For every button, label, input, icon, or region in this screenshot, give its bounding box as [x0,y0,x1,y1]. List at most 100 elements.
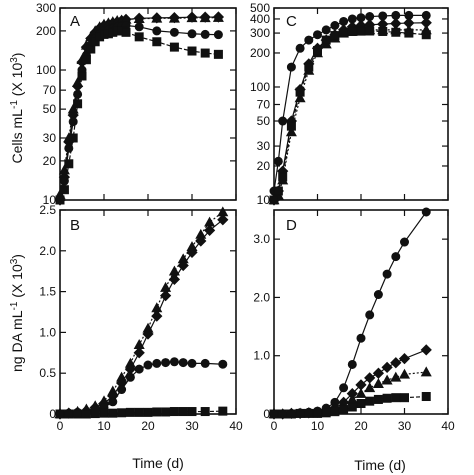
data-point-square [312,46,322,56]
data-point-triangle [346,393,358,404]
data-point-triangle [58,164,70,175]
data-point-square [391,393,401,403]
data-point-circle [134,364,144,374]
data-point-square [347,26,357,36]
data-point-circle [152,358,162,368]
y-tick-label: 300 [250,26,270,40]
x-axis-title-left: Time (d) [132,455,184,471]
data-point-triangle [199,12,211,23]
data-point-square [304,62,314,72]
data-point-square [399,393,409,403]
data-point-square [421,30,431,40]
data-point-diamond [195,235,207,247]
y-tick-label: 1.0 [39,325,56,339]
data-point-diamond [390,357,402,369]
panel-letter: B [70,217,80,234]
series-square [55,406,228,419]
data-point-circle [73,89,83,99]
y-tick-label: 50 [257,114,271,128]
data-point-circle [187,29,197,39]
data-point-square [321,35,331,45]
data-point-square [382,393,392,403]
data-point-square [378,26,388,36]
data-point-circle [321,25,331,35]
y-tick-label: 1.0 [253,349,270,363]
data-point-diamond [372,367,385,379]
data-point-square [169,407,179,417]
series-diamond [54,214,229,420]
data-point-square [55,195,65,205]
panel-d: D 0 1.0 2.0 3.0 0 10 20 30 40 [253,207,455,433]
data-point-diamond [381,361,393,373]
series-square [269,392,431,419]
data-point-square [200,48,210,58]
data-point-square [356,399,366,409]
data-point-square [121,27,131,37]
data-point-square [187,407,197,417]
data-point-square [152,37,162,47]
y-tick-label: 30 [43,131,57,145]
plot-frame [59,7,237,201]
y-tick-label: 1.5 [39,285,56,299]
data-point-square [321,408,331,418]
y-tick-label: 2.0 [253,290,270,304]
data-point-triangle [168,12,180,23]
x-axis-title-right: Time (d) [354,457,406,473]
data-point-circle [421,207,431,217]
data-point-circle [143,360,153,370]
data-point-triangle [151,12,163,23]
data-point-triangle [372,378,384,388]
x-tick-label: 40 [441,419,455,433]
y-tick-label: 10 [257,193,271,207]
y-tick-label: 0 [263,407,270,421]
data-point-circle [59,176,69,186]
y-tick-label: 50 [43,102,57,116]
data-point-square [295,408,305,418]
data-point-square [273,186,283,196]
series-line [59,219,224,415]
data-point-square [269,409,279,419]
panel-letter: C [286,13,297,30]
series-square [55,26,223,205]
data-point-square [330,407,340,417]
y-tick-label: 2.0 [39,244,56,258]
data-point-square [218,406,228,416]
data-point-diamond [203,224,216,237]
data-point-diamond [133,347,145,359]
data-point-square [330,31,340,41]
data-point-circle [373,290,383,300]
data-point-circle [200,358,210,368]
data-point-circle [273,156,283,166]
data-point-diamond [151,310,163,322]
data-point-square [64,409,74,419]
y-tick-label: 20 [257,159,271,173]
series-circle [55,21,223,205]
data-point-square [278,409,288,419]
panel-letter: A [70,13,80,30]
data-point-diamond [398,353,411,365]
y-tick-label: 0.5 [39,366,56,380]
x-tick-label: 30 [398,419,412,433]
data-point-square [81,409,91,419]
data-point-diamond [186,246,198,259]
y-tick-label: 70 [257,97,271,111]
data-point-circle [347,359,357,369]
data-point-square [134,407,144,417]
panel-a: A 10 20 30 50 70 100 200 300 [36,1,237,207]
x-tick-label: 30 [185,419,199,433]
data-point-square [117,408,127,418]
x-tick-label: 10 [97,419,111,433]
y-tick-label: 300 [36,1,56,15]
y-axis-title-top: Cells mL-1 (X 103) [9,53,25,164]
x-tick-label: 0 [57,419,64,433]
data-point-square [81,55,91,65]
y-tick-label: 100 [250,80,270,94]
data-point-circle [178,358,188,368]
y-tick-label: 200 [250,46,270,60]
data-point-square [365,26,375,36]
data-point-square [73,99,83,109]
panel-letter: D [286,217,297,234]
data-point-square [68,133,78,143]
